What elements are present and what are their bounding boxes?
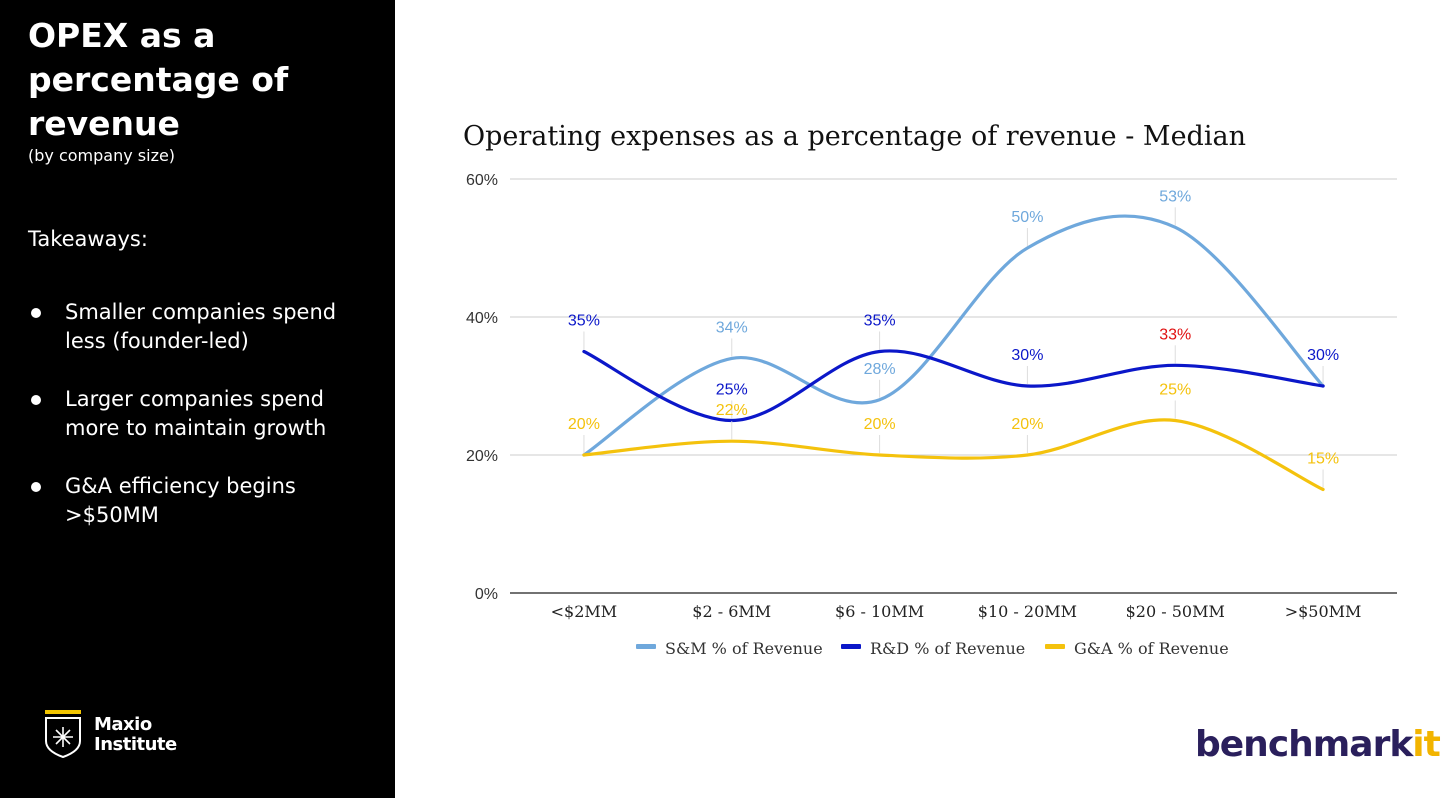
left-panel: OPEX as a percentage of revenue (by comp… <box>0 0 395 798</box>
data-label: 35% <box>864 313 896 330</box>
takeaways-heading: Takeaways: <box>28 227 148 251</box>
series-line-0 <box>582 214 1325 457</box>
data-label: 28% <box>864 361 896 378</box>
series-line-2 <box>582 418 1325 492</box>
takeaway-text: Larger companies spend more to maintain … <box>65 387 327 440</box>
x-tick-label: $6 - 10MM <box>835 602 924 621</box>
x-tick-label: $20 - 50MM <box>1126 602 1225 621</box>
benchmarkit-main: benchmark <box>1195 724 1413 765</box>
bullet-icon <box>31 395 41 405</box>
bullet-icon <box>31 482 41 492</box>
data-label: 53% <box>1159 188 1191 205</box>
benchmarkit-accent: it <box>1412 724 1441 765</box>
maxio-line2: Institute <box>94 734 177 755</box>
data-label: 25% <box>1159 382 1191 399</box>
takeaways-list: Smaller companies spend less (founder-le… <box>28 298 378 559</box>
data-label: 22% <box>716 402 748 419</box>
legend-swatch <box>636 644 656 649</box>
takeaway-item: Smaller companies spend less (founder-le… <box>28 298 378 356</box>
takeaway-text: Smaller companies spend less (founder-le… <box>65 300 337 353</box>
slide-subtitle: (by company size) <box>28 146 176 165</box>
data-label: 20% <box>1011 416 1043 433</box>
data-label: 15% <box>1307 451 1339 468</box>
x-tick-label: >$50MM <box>1285 602 1362 621</box>
data-label: 20% <box>568 416 600 433</box>
chart-title: Operating expenses as a percentage of re… <box>463 121 1246 152</box>
series-line-1 <box>582 349 1325 423</box>
y-tick-label: 60% <box>466 172 498 189</box>
benchmarkit-logo: benchmarkit <box>1195 724 1441 765</box>
y-tick-label: 40% <box>466 310 498 327</box>
takeaway-item: Larger companies spend more to maintain … <box>28 385 378 443</box>
data-label: 25% <box>716 382 748 399</box>
bullet-icon <box>31 308 41 318</box>
legend-label: R&D % of Revenue <box>870 639 1025 658</box>
legend-swatch <box>841 644 861 649</box>
maxio-line1: Maxio <box>94 714 152 735</box>
data-label: 20% <box>864 416 896 433</box>
data-label: 35% <box>568 313 600 330</box>
y-tick-label: 0% <box>475 586 498 603</box>
data-label: 34% <box>716 319 748 336</box>
data-label: 50% <box>1011 209 1043 226</box>
x-tick-label: <$2MM <box>551 602 618 621</box>
data-label: 30% <box>1307 347 1339 364</box>
x-tick-label: $10 - 20MM <box>978 602 1077 621</box>
y-tick-label: 20% <box>466 448 498 465</box>
maxio-shield-icon <box>45 710 81 759</box>
data-label: 33% <box>1159 326 1191 343</box>
maxio-wordmark: Maxio Institute <box>94 715 177 755</box>
data-label: 30% <box>1011 347 1043 364</box>
legend-swatch <box>1045 644 1065 649</box>
slide-title: OPEX as a percentage of revenue <box>28 16 289 143</box>
takeaway-text: G&A efficiency begins >$50MM <box>65 474 296 527</box>
legend-label: G&A % of Revenue <box>1074 639 1229 658</box>
x-tick-label: $2 - 6MM <box>692 602 771 621</box>
takeaway-item: G&A efficiency begins >$50MM <box>28 472 378 530</box>
legend-label: S&M % of Revenue <box>665 639 823 658</box>
